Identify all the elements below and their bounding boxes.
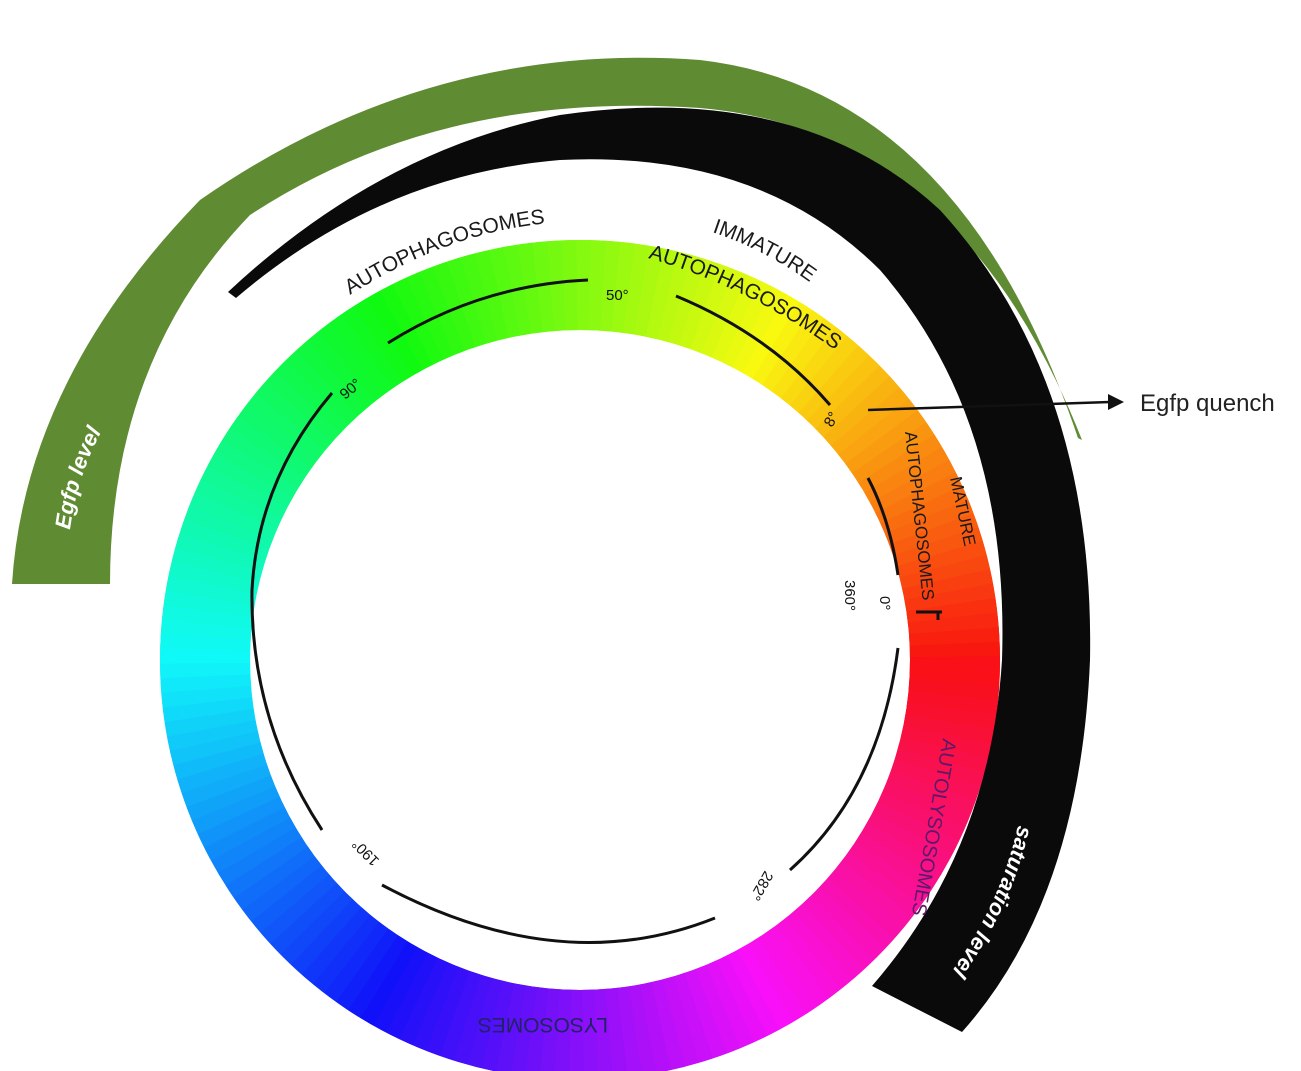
degree-0-label: 0°: [876, 596, 893, 610]
hue-wedge: [266, 660, 580, 990]
hue-wedge: [277, 660, 580, 1000]
arrowhead-icon: [1108, 394, 1124, 410]
quench-arrow-line: [867, 400, 1111, 412]
inner-arc-segment: [675, 294, 832, 406]
degree-282-label: 282°: [746, 868, 776, 903]
degree-360-label: 360°: [841, 580, 858, 611]
inner-arc-segment: [387, 278, 589, 345]
inner-arc-segment: [866, 477, 900, 576]
degree-190-label: 190°: [349, 835, 383, 869]
hue-wedge: [250, 346, 581, 660]
hue-wedge: [580, 320, 883, 660]
egfp-level-band: [12, 57, 1082, 584]
inner-arc-segment: [381, 883, 716, 944]
inner-arc-segment: [789, 647, 900, 872]
egfp-quench-annotation: Egfp quench: [867, 390, 1275, 417]
inner-arc-segment: [250, 392, 334, 831]
egfp-quench-label: Egfp quench: [1140, 390, 1275, 417]
degree-50-label: 50°: [606, 287, 629, 304]
hue-wedge: [240, 357, 581, 660]
hue-wedge: [580, 660, 910, 974]
hue-wedge: [580, 656, 1000, 687]
inner-degree-circle: [250, 278, 942, 944]
hue-wedge: [580, 660, 920, 963]
saturation-level-band: [228, 107, 1091, 1033]
lysosomes-label: LYSOSOMES: [478, 1013, 608, 1036]
